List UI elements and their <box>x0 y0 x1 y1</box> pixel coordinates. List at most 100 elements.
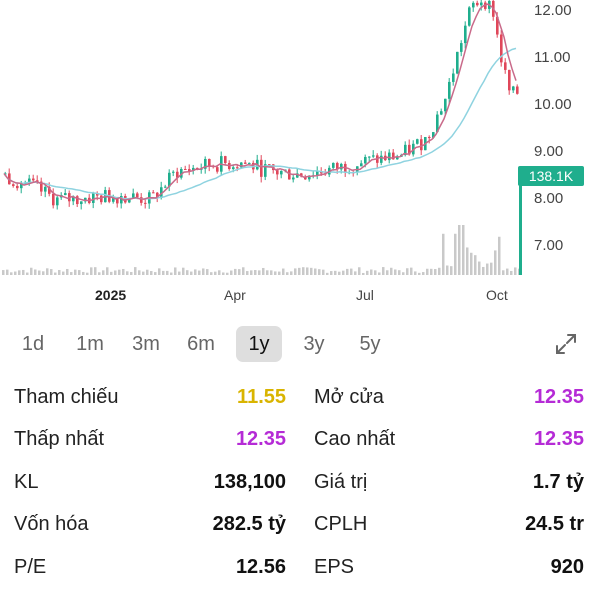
expand-diagonal-icon[interactable] <box>554 332 578 356</box>
volume-bar <box>386 270 389 275</box>
volume-bar <box>122 268 125 275</box>
volume-bar <box>198 270 201 275</box>
volume-bar <box>274 271 277 275</box>
candlestick-chart[interactable] <box>0 0 600 310</box>
market-cap-label: Vốn hóa <box>14 513 89 535</box>
candle-body <box>56 197 59 206</box>
eps-value: 920 <box>550 556 584 578</box>
volume-bar <box>238 269 241 275</box>
trade-value-label: Giá trị <box>314 471 368 493</box>
stats-row-low-high: Thấp nhất 12.35 Cao nhất 12.35 <box>0 428 600 470</box>
candle-body <box>112 197 115 202</box>
volume-bar <box>118 269 121 275</box>
volume-bar <box>234 268 237 275</box>
volume-bar <box>370 269 373 275</box>
candle-body <box>292 177 295 180</box>
candle-body <box>52 193 55 206</box>
candle-body <box>264 164 267 177</box>
candle-body <box>512 86 515 91</box>
low-label: Thấp nhất <box>14 428 105 450</box>
volume-bar <box>6 269 9 275</box>
range-3m-button[interactable]: 3m <box>132 333 160 355</box>
candle-body <box>428 137 431 139</box>
x-label-apr: Apr <box>224 287 246 303</box>
volume-bar <box>462 225 465 275</box>
candle-body <box>300 173 303 177</box>
volume-bar <box>278 271 281 275</box>
volume-bar <box>338 271 341 275</box>
volume-bar <box>246 271 249 275</box>
volume-bar <box>354 271 357 275</box>
volume-bar <box>442 233 445 275</box>
volume-bar <box>30 267 33 275</box>
volume-bar <box>350 268 353 275</box>
candle-body <box>340 163 343 170</box>
volume-bar <box>430 268 433 275</box>
y-label-12: 12.00 <box>534 2 572 19</box>
volume-bar <box>322 269 325 275</box>
volume-bar <box>190 271 193 275</box>
pe-value: 12.56 <box>235 556 286 578</box>
candle-body <box>388 152 391 161</box>
volume-bar <box>178 271 181 275</box>
candle-body <box>140 197 143 203</box>
x-label-oct: Oct <box>486 287 508 303</box>
candle-body <box>460 43 463 52</box>
volume-bar <box>46 268 49 275</box>
candle-body <box>260 159 263 177</box>
candle-body <box>316 171 319 176</box>
candle-body <box>92 193 95 203</box>
candle-body <box>336 162 339 170</box>
volume-bar <box>90 267 93 275</box>
range-1y-button[interactable]: 1y <box>236 326 282 362</box>
shares-outstanding-label: CPLH <box>314 513 368 535</box>
volume-bar <box>134 267 137 275</box>
volume-bar <box>186 270 189 275</box>
volume-bar <box>482 266 485 275</box>
candle-body <box>496 16 499 35</box>
volume-bar <box>330 271 333 275</box>
candle-body <box>240 162 243 168</box>
volume-bar <box>474 255 477 275</box>
candle-body <box>160 187 163 198</box>
volume-bar <box>266 270 269 275</box>
candle-body <box>192 167 195 171</box>
volume-bar <box>342 270 345 275</box>
volume-bar <box>230 270 233 275</box>
candle-body <box>132 193 135 199</box>
candle-body <box>420 139 423 151</box>
volume-bar <box>262 267 265 275</box>
volume-bar <box>390 267 393 275</box>
candle-body <box>236 167 239 169</box>
volume-bar <box>110 271 113 275</box>
volume-label: KL <box>14 471 39 493</box>
candle-body <box>360 163 363 167</box>
volume-bar <box>98 272 101 275</box>
volume-bar <box>18 270 21 275</box>
candle-body <box>372 155 375 157</box>
candle-body <box>176 171 179 178</box>
market-cap-value: 282.5 tỷ <box>212 513 286 535</box>
candle-body <box>180 168 183 178</box>
range-1d-button[interactable]: 1d <box>21 333 45 355</box>
volume-bar <box>62 271 65 275</box>
candle-body <box>280 171 283 175</box>
volume-bar <box>226 272 229 275</box>
time-range-selector: 1d 1m 3m 6m 1y 3y 5y <box>0 318 600 370</box>
volume-bar <box>426 268 429 275</box>
x-label-jul: Jul <box>356 287 374 303</box>
stats-row-pe-eps: P/E 12.56 EPS 920 <box>0 556 600 598</box>
volume-bar <box>22 269 25 275</box>
volume-bar <box>450 266 453 275</box>
price-chart[interactable]: 12.00 11.00 10.00 9.00 8.00 7.00 138.1K … <box>0 0 600 310</box>
candle-body <box>444 98 447 112</box>
candle-body <box>364 156 367 164</box>
range-6m-button[interactable]: 6m <box>187 333 215 355</box>
stats-row-reference: Tham chiếu 11.55 Mở cửa 12.35 <box>0 386 600 428</box>
candle-body <box>100 195 103 203</box>
range-1m-button[interactable]: 1m <box>76 333 104 355</box>
range-3y-button[interactable]: 3y <box>303 333 325 355</box>
range-5y-button[interactable]: 5y <box>359 333 381 355</box>
volume-bar <box>298 267 301 275</box>
volume-bar <box>406 268 409 275</box>
